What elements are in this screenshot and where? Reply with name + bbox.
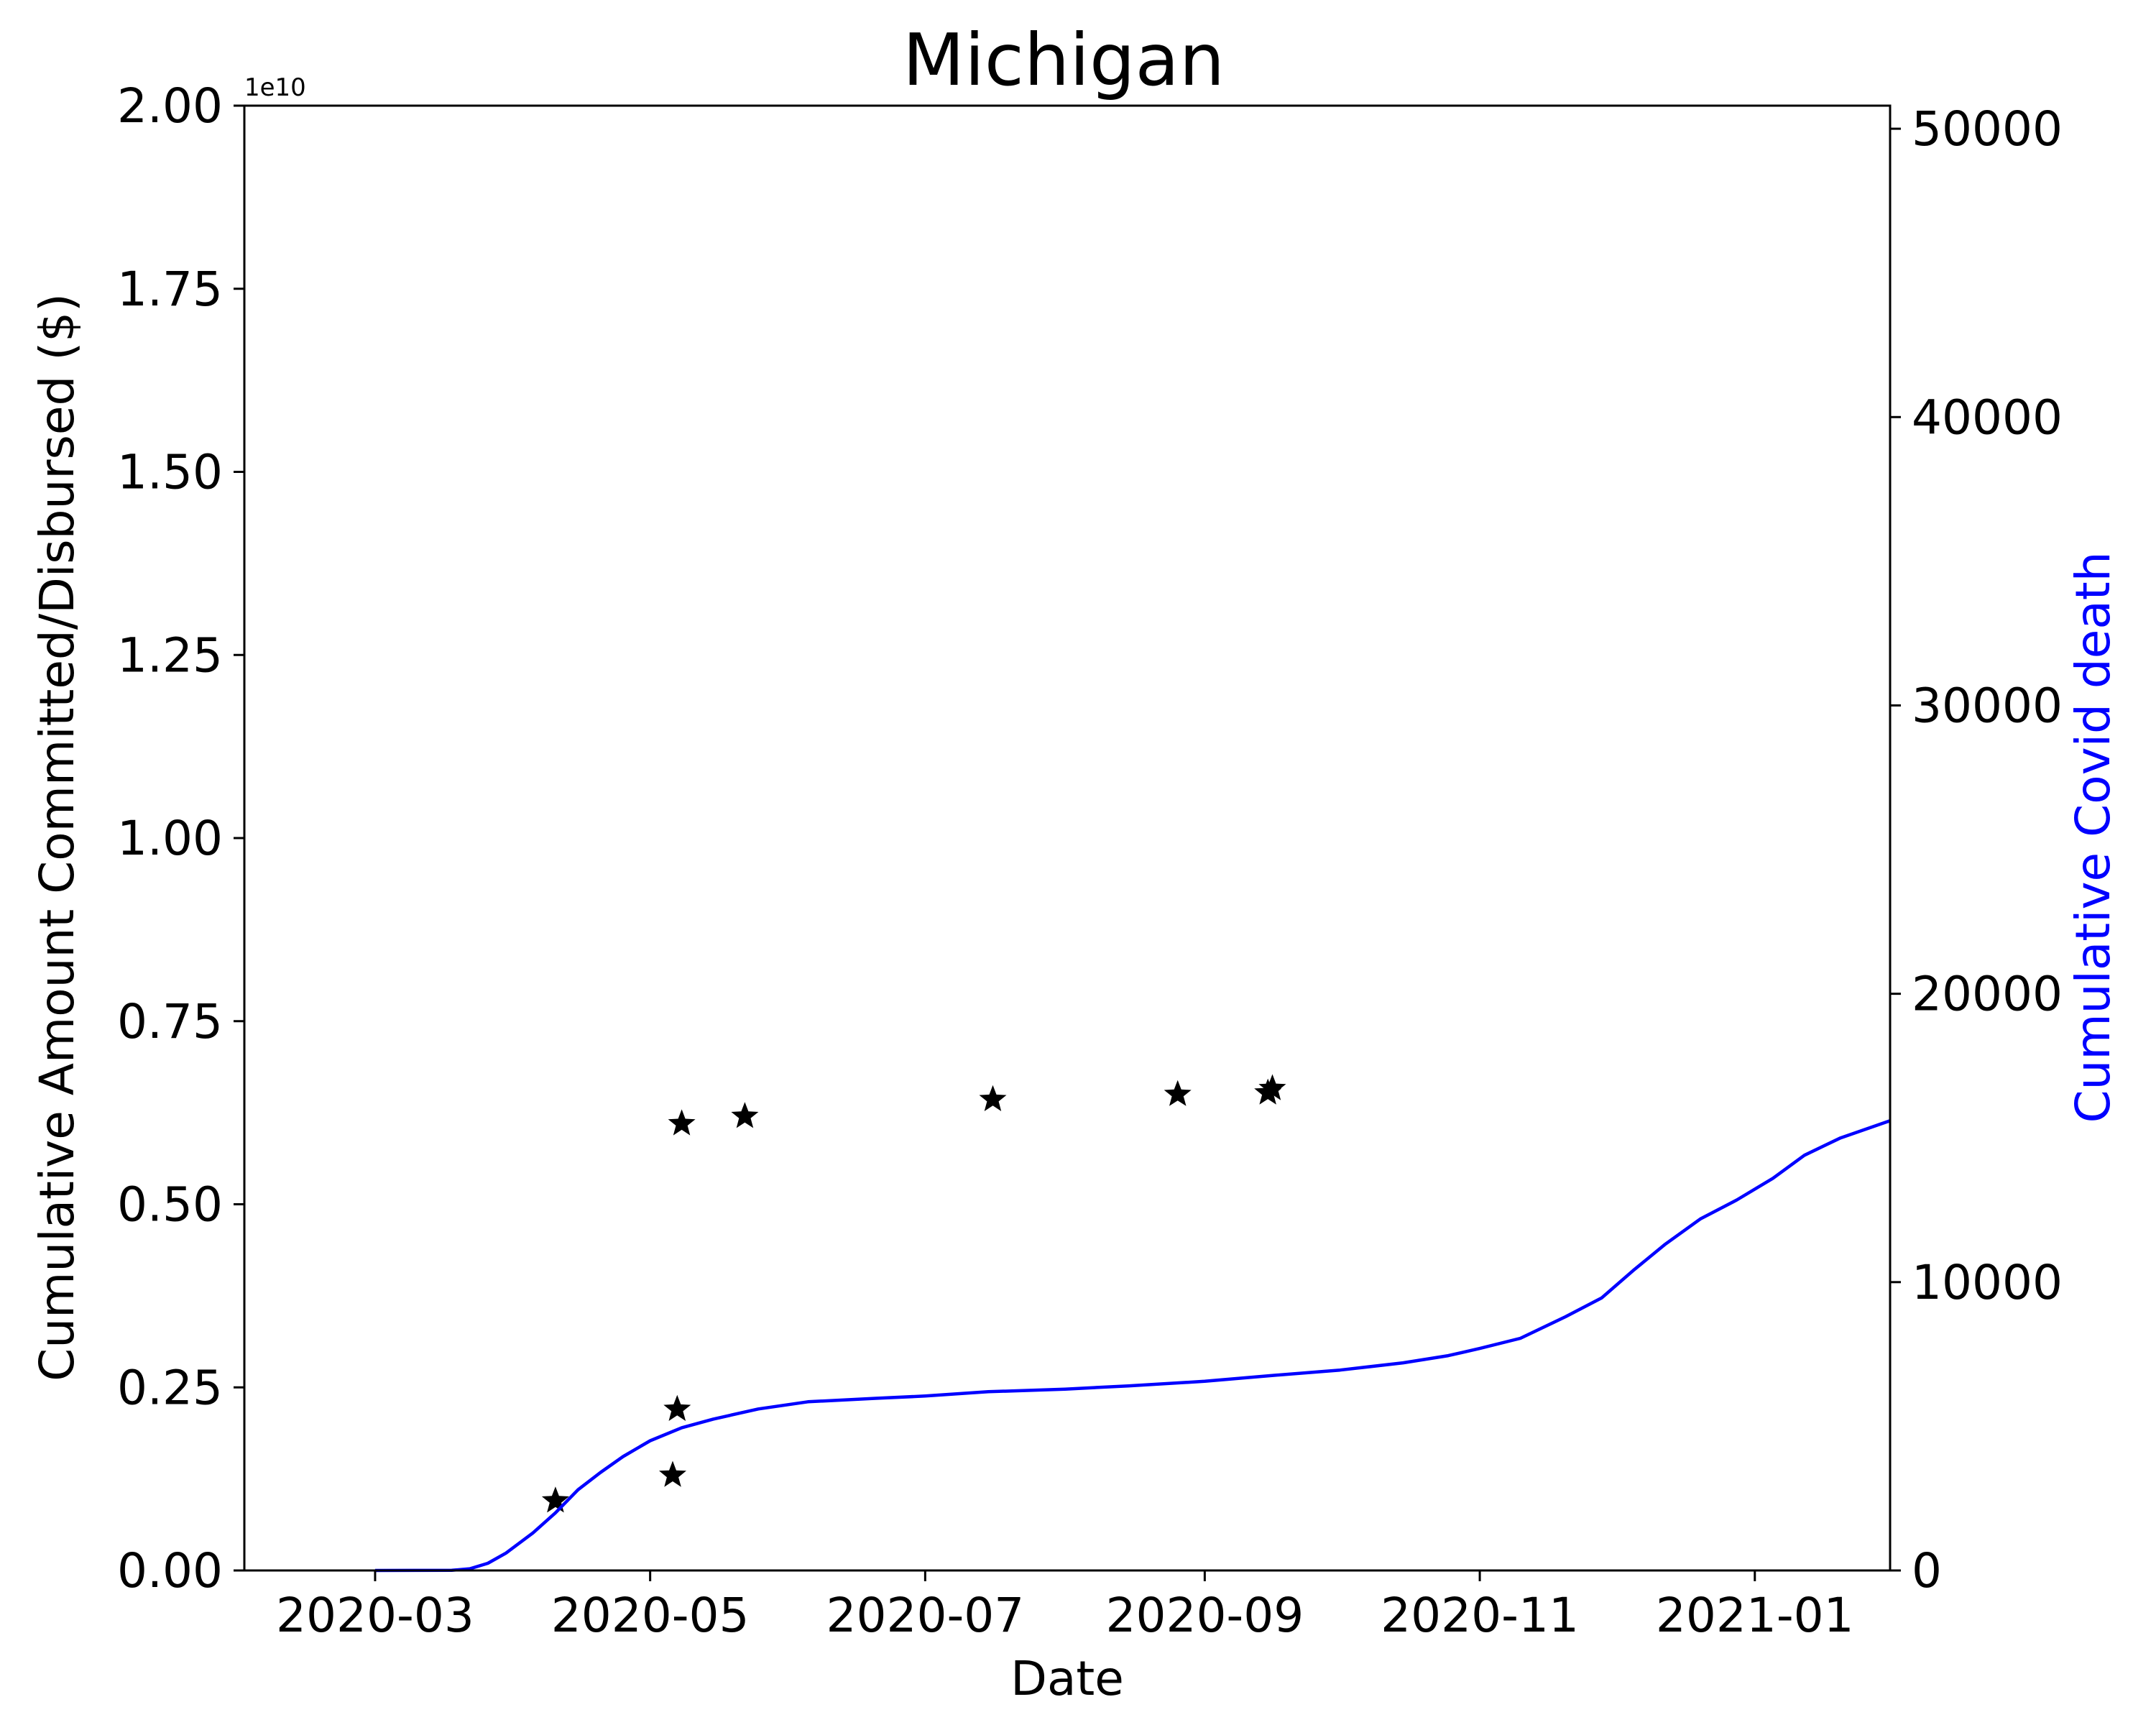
star-point	[541, 1486, 569, 1513]
right-y-tick-label: 40000	[1912, 390, 2063, 445]
star-point	[663, 1394, 691, 1421]
x-tick-label: 2020-05	[551, 1588, 750, 1643]
right-y-axis-label: Cumulative Covid death	[2065, 551, 2121, 1123]
left-y-axis-label: Cumulative Amount Committed/Disbursed ($…	[29, 293, 85, 1381]
x-tick-label: 2021-01	[1656, 1588, 1854, 1643]
star-point	[1258, 1074, 1286, 1100]
x-tick-label: 2020-03	[276, 1588, 474, 1643]
star-point	[668, 1109, 696, 1136]
left-y-tick-label: 1.75	[117, 262, 223, 317]
chart-title: Michigan	[903, 18, 1225, 102]
right-y-tick-label: 20000	[1912, 967, 2063, 1022]
x-axis-label: Date	[1010, 1651, 1124, 1706]
right-y-tick-label: 30000	[1912, 678, 2063, 733]
x-tick-label: 2020-09	[1105, 1588, 1304, 1643]
left-y-tick-label: 1.25	[117, 627, 223, 683]
right-y-tick-label: 0	[1912, 1543, 1942, 1598]
left-y-tick-label: 0.25	[117, 1360, 223, 1415]
amount-star-series	[541, 1074, 1286, 1513]
left-y-tick-label: 0.00	[117, 1543, 223, 1598]
left-y-tick-label: 1.00	[117, 811, 223, 866]
left-y-tick-label: 0.50	[117, 1177, 223, 1233]
axes: 2020-03 2020-05 2020-07 2020-09 2020-11 2021-…	[117, 78, 2063, 1643]
deaths-line	[374, 1119, 1891, 1573]
star-point	[731, 1102, 759, 1128]
left-y-tick-label: 1.50	[117, 445, 223, 500]
plot-area	[374, 1074, 1891, 1573]
left-y-tick-label: 0.75	[117, 994, 223, 1049]
star-point	[979, 1085, 1007, 1111]
left-axis-offset-label: 1e10	[244, 73, 306, 102]
star-point	[1164, 1080, 1192, 1106]
star-point	[659, 1460, 686, 1487]
right-y-tick-label: 50000	[1912, 101, 2063, 157]
x-tick-label: 2020-07	[826, 1588, 1024, 1643]
x-tick-label: 2020-11	[1381, 1588, 1579, 1643]
left-y-tick-label: 2.00	[117, 78, 223, 134]
right-y-tick-label: 10000	[1912, 1255, 2063, 1310]
